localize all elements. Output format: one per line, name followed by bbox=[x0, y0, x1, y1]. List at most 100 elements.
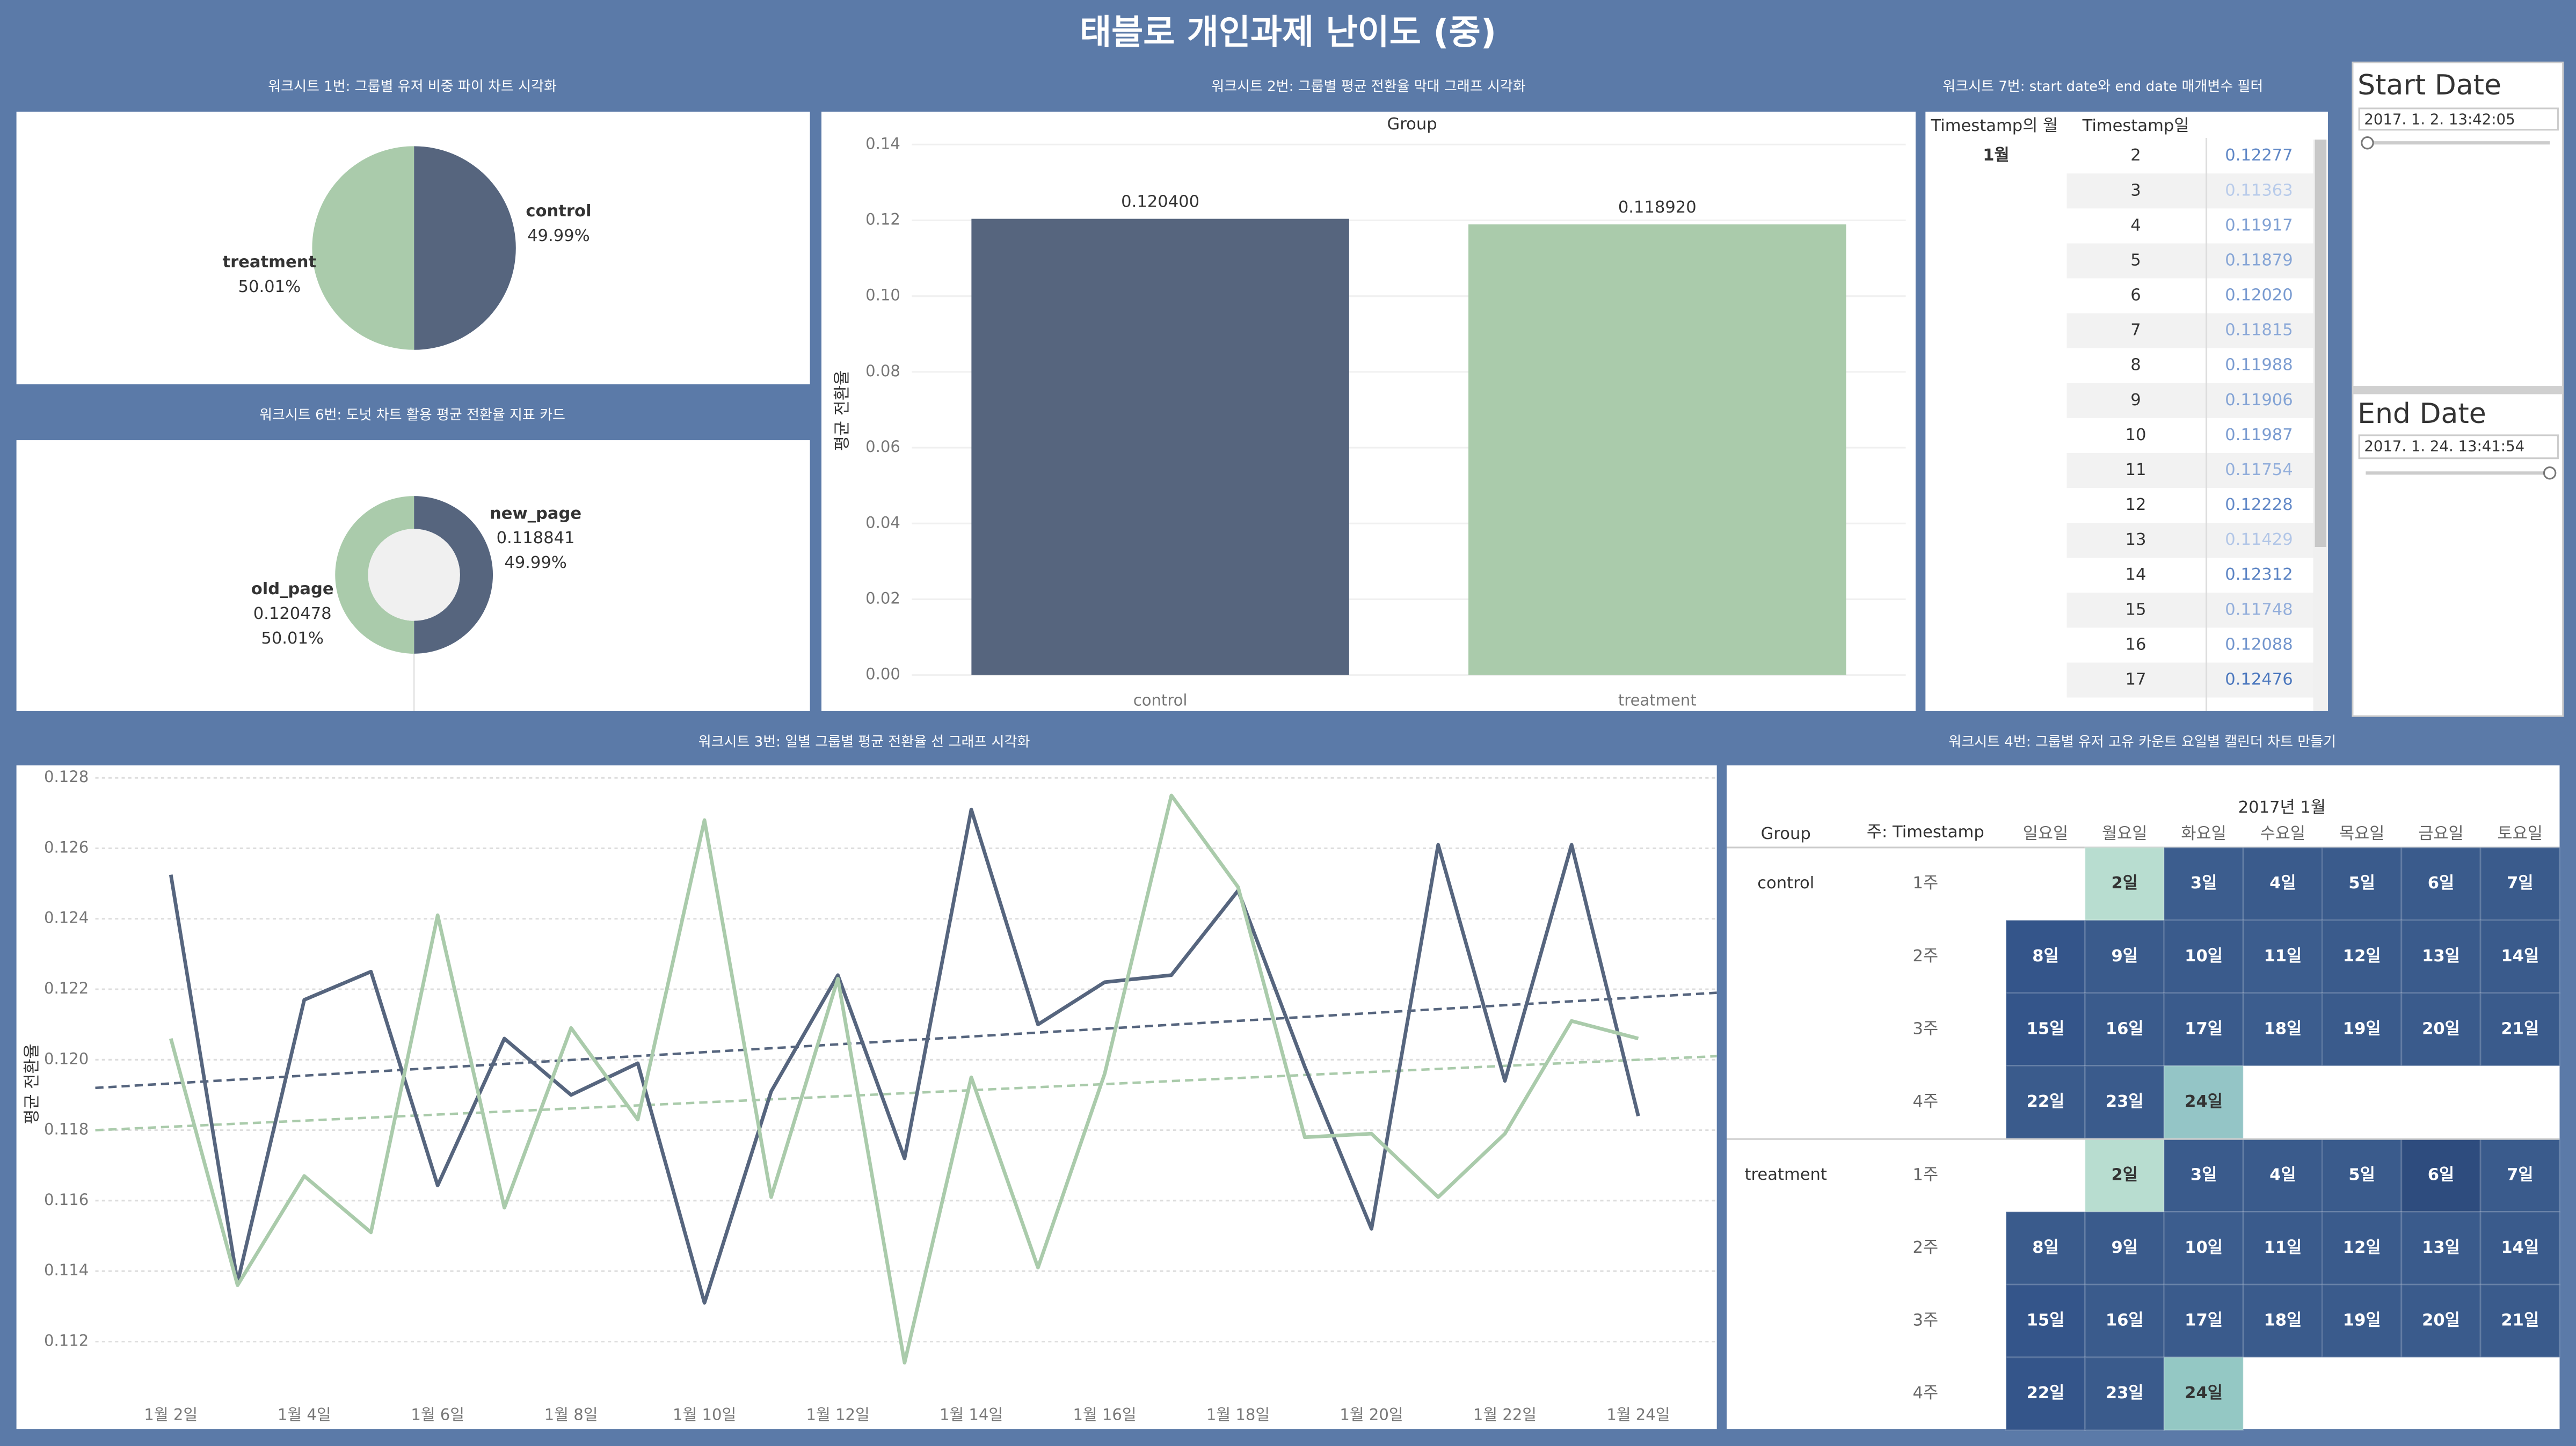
week-label: 2주 bbox=[1913, 1238, 1939, 1257]
weekday-header: 일요일 bbox=[2023, 824, 2068, 843]
calendar-cell bbox=[2242, 1283, 2324, 1359]
line bbox=[169, 807, 1640, 1305]
week-label: 3주 bbox=[1913, 1311, 1939, 1330]
value-cell: 0.11987 bbox=[2225, 426, 2293, 444]
value-cell: 0.11906 bbox=[2225, 391, 2293, 410]
calendar-day: 18일 bbox=[2264, 1019, 2302, 1038]
slice-label: treatment bbox=[222, 253, 316, 272]
calendar-day: 4일 bbox=[2269, 874, 2296, 893]
trend-line bbox=[95, 1055, 1717, 1131]
day-cell: 2 bbox=[2130, 146, 2141, 165]
calendar-day: 14일 bbox=[2501, 947, 2539, 966]
calendar-cell bbox=[2084, 1065, 2165, 1140]
calendar-day: 15일 bbox=[2027, 1019, 2065, 1038]
y-tick-label: 0.120 bbox=[44, 1049, 89, 1068]
bar bbox=[971, 218, 1349, 675]
day-cell: 6 bbox=[2130, 286, 2141, 305]
day-cell: 14 bbox=[2126, 565, 2146, 584]
trend-line bbox=[95, 991, 1717, 1090]
x-tick-label: control bbox=[1133, 691, 1188, 710]
slice-value: 49.99% bbox=[504, 553, 567, 572]
slider-handle[interactable] bbox=[2361, 136, 2374, 150]
day-cell: 17 bbox=[2126, 670, 2146, 689]
calendar-day: 17일 bbox=[2185, 1019, 2223, 1038]
slider-handle[interactable] bbox=[2543, 466, 2557, 480]
calendar-day: 10일 bbox=[2185, 947, 2223, 966]
value-cell: 0.11754 bbox=[2225, 461, 2293, 479]
slice bbox=[414, 496, 493, 654]
slice-value: 49.99% bbox=[527, 227, 590, 245]
calendar-cell bbox=[2479, 846, 2560, 922]
calendar-day: 14일 bbox=[2501, 1238, 2539, 1257]
bar-value-label: 0.120400 bbox=[1121, 193, 1199, 211]
column-header: Group bbox=[1387, 115, 1437, 134]
x-tick-label: 1월 8일 bbox=[544, 1406, 598, 1424]
y-tick-label: 0.112 bbox=[44, 1331, 89, 1349]
column-header: Timestamp일 bbox=[2082, 116, 2189, 135]
filter-label: End Date bbox=[2357, 398, 2486, 430]
y-tick-label: 0.114 bbox=[44, 1261, 89, 1279]
date-value: 2017. 1. 2. 13:42:05 bbox=[2364, 111, 2515, 128]
calendar-cell bbox=[2084, 919, 2165, 994]
x-tick-label: 1월 10일 bbox=[673, 1406, 736, 1424]
value-cell: 0.12476 bbox=[2225, 670, 2293, 689]
panel bbox=[16, 765, 1717, 1429]
scroll-thumb[interactable] bbox=[2315, 140, 2326, 547]
day-cell: 16 bbox=[2126, 635, 2146, 654]
y-tick-label: 0.04 bbox=[865, 513, 900, 531]
calendar-day: 17일 bbox=[2185, 1311, 2223, 1330]
sheet-title: 워크시트 7번: start date와 end date 매개변수 필터 bbox=[1942, 79, 2263, 95]
calendar-cell bbox=[2163, 1138, 2244, 1213]
calendar-cell bbox=[2163, 846, 2244, 922]
calendar-day: 2일 bbox=[2112, 874, 2138, 893]
day-cell: 15 bbox=[2126, 600, 2146, 619]
divider bbox=[2352, 386, 2563, 395]
weekday-header: 수요일 bbox=[2260, 824, 2305, 843]
day-cell: 4 bbox=[2130, 216, 2141, 235]
sheet-title: 워크시트 2번: 그룹별 평균 전환율 막대 그래프 시각화 bbox=[1211, 79, 1526, 95]
date-input[interactable] bbox=[2358, 434, 2559, 459]
x-tick-label: 1월 20일 bbox=[1340, 1406, 1403, 1424]
x-tick-label: 1월 24일 bbox=[1606, 1406, 1670, 1424]
calendar-day: 6일 bbox=[2428, 874, 2454, 893]
day-cell: 3 bbox=[2130, 181, 2141, 200]
weekday-header: 월요일 bbox=[2102, 824, 2147, 843]
calendar-day: 22일 bbox=[2027, 1384, 2065, 1403]
calendar-cell bbox=[2479, 1211, 2560, 1286]
slice-label: control bbox=[526, 202, 591, 221]
calendar-day: 7일 bbox=[2507, 1165, 2533, 1184]
y-tick-label: 0.116 bbox=[44, 1191, 89, 1209]
date-input[interactable] bbox=[2358, 107, 2559, 131]
row-shade bbox=[2066, 313, 2313, 348]
calendar-cell bbox=[2005, 919, 2086, 994]
calendar-cell bbox=[2163, 1211, 2244, 1286]
value-cell: 0.12228 bbox=[2225, 495, 2293, 514]
calendar-day: 13일 bbox=[2422, 947, 2460, 966]
row-shade bbox=[2066, 243, 2313, 279]
sheet-title: 워크시트 3번: 일별 그룹별 평균 전환율 선 그래프 시각화 bbox=[698, 734, 1030, 750]
row-shade bbox=[2066, 383, 2313, 418]
calendar-cell bbox=[2005, 1283, 2086, 1359]
calendar-cell bbox=[2479, 1138, 2560, 1213]
day-cell: 9 bbox=[2130, 391, 2141, 410]
bar bbox=[1468, 224, 1846, 675]
calendar-cell bbox=[2084, 846, 2165, 922]
week-label: 4주 bbox=[1913, 1384, 1939, 1403]
calendar-cell bbox=[2005, 1065, 2086, 1140]
calendar-cell bbox=[2084, 1283, 2165, 1359]
calendar-cell bbox=[2321, 1211, 2403, 1286]
week-label: 3주 bbox=[1913, 1019, 1939, 1038]
calendar-cell bbox=[2005, 1356, 2086, 1431]
y-tick-label: 0.124 bbox=[44, 909, 89, 927]
value-cell: 0.11988 bbox=[2225, 356, 2293, 375]
slice-value: 0.118841 bbox=[497, 529, 575, 547]
weekday-header: 금요일 bbox=[2418, 824, 2463, 843]
column-header: Group bbox=[1761, 824, 1811, 843]
value-cell: 0.12088 bbox=[2225, 635, 2293, 654]
calendar-cell bbox=[2242, 992, 2324, 1067]
x-tick-label: 1월 2일 bbox=[144, 1406, 198, 1424]
sheet-title: 워크시트 4번: 그룹별 유저 고유 카운트 요일별 캘린더 차트 만들기 bbox=[1948, 734, 2336, 750]
y-axis-title: 평균 전환율 bbox=[833, 370, 852, 451]
week-label: 4주 bbox=[1913, 1092, 1939, 1111]
